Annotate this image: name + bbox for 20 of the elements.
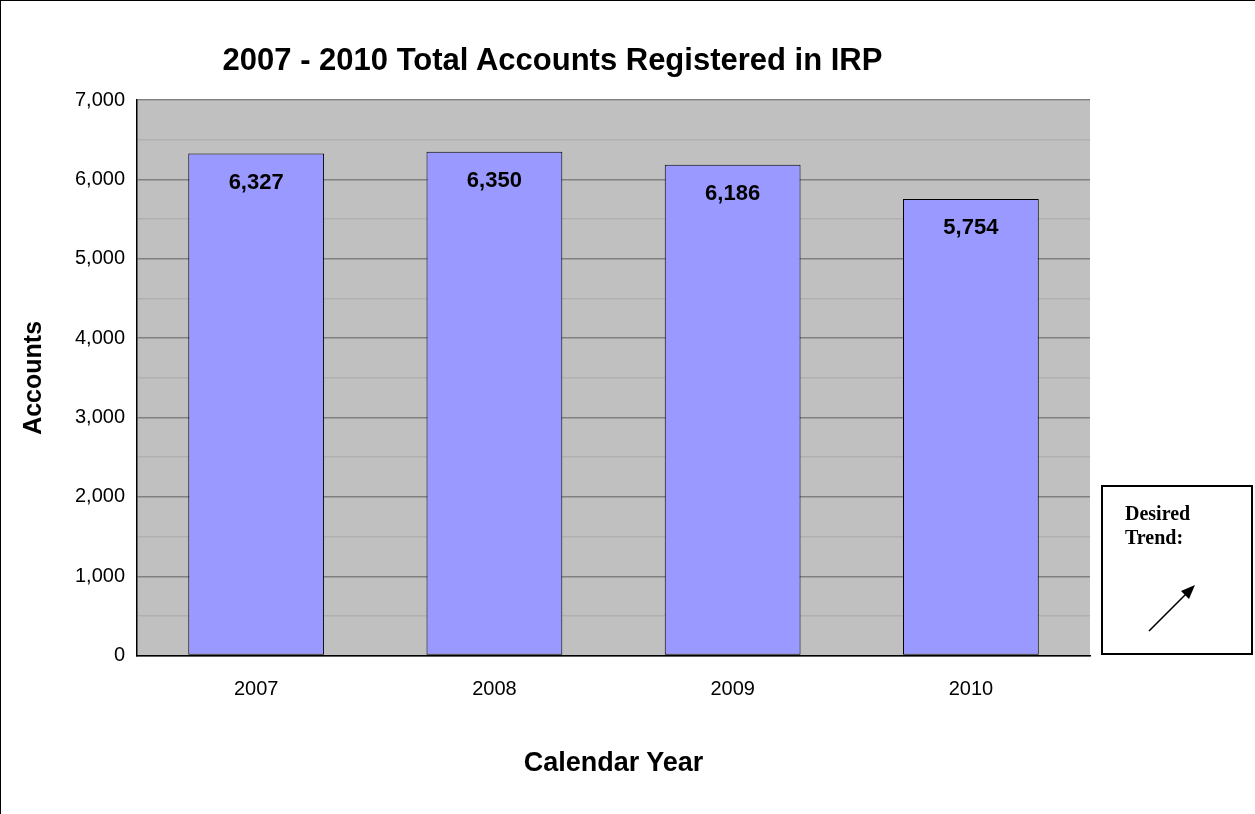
chart-title: 2007 - 2010 Total Accounts Registered in IRP [222,42,883,78]
x-tick-label: 2010 [948,677,994,700]
data-label: 5,754 [943,214,1000,240]
y-tick-label: 5,000 [74,246,126,269]
y-tick-label: 3,000 [74,405,126,428]
y-tick-label: 4,000 [74,325,126,348]
y-tick-label: 7,000 [74,87,126,110]
text: Desired Trend: [1125,501,1192,549]
x-axis-title: Calendar Year [523,747,704,778]
data-label: 6,327 [228,168,284,194]
y-tick-label: 2,000 [74,484,126,507]
data-label: 6,186 [705,179,761,205]
y-tick-label: 1,000 [74,563,126,586]
x-tick-label: 2007 [233,677,279,700]
y-tick-label: 6,000 [74,167,126,190]
y-axis-title: Accounts [17,320,46,435]
x-tick-label: 2009 [710,677,755,700]
y-tick-label: 0 [113,643,126,666]
x-tick-label: 2008 [472,677,517,700]
data-label: 6,350 [466,166,522,192]
